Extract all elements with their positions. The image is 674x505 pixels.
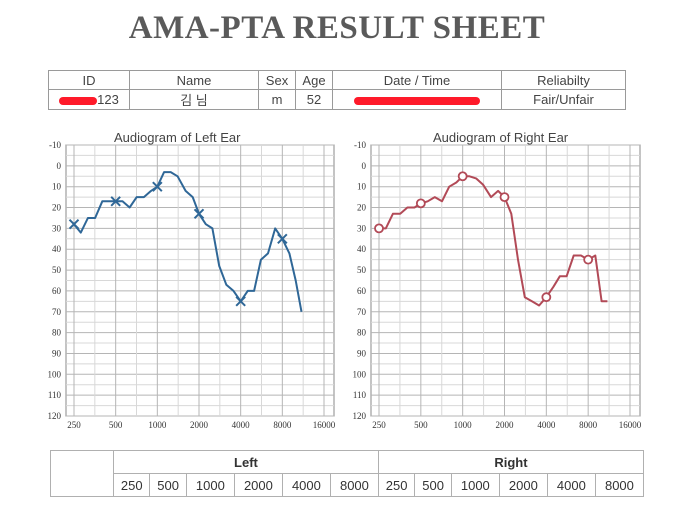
y-tick-label: -10	[354, 140, 366, 150]
results-group-row: Left Right	[50, 450, 645, 474]
results-table: Left Right 250 500 1000 2000 4000 8000 2…	[50, 450, 645, 497]
y-tick-label: 30	[52, 223, 62, 233]
y-tick-label: 40	[52, 244, 62, 254]
x-tick-label: 16000	[619, 420, 642, 430]
threshold-marker	[235, 296, 246, 307]
right-chart-title: Audiogram of Right Ear	[433, 130, 569, 145]
marker-stroke	[235, 296, 246, 307]
threshold-marker	[110, 196, 121, 207]
threshold-marker	[374, 223, 384, 234]
y-tick-label: 0	[57, 161, 62, 171]
y-tick-label: 80	[52, 328, 62, 338]
redaction-mark	[59, 96, 98, 105]
results-freq-cell: 250	[377, 473, 416, 497]
x-tick-label: 500	[109, 420, 123, 430]
y-tick-label: 50	[52, 265, 62, 275]
results-freq-cell: 4000	[546, 473, 596, 497]
y-tick-label: 20	[52, 203, 62, 213]
results-corner-cell	[50, 450, 114, 474]
x-tick-label: 2000	[496, 420, 515, 430]
marker-stroke	[152, 181, 163, 192]
marker-stroke	[110, 196, 121, 207]
id-visible-text: 123	[97, 92, 119, 107]
results-corner-cell	[50, 473, 114, 497]
results-freq-cell: 2000	[498, 473, 548, 497]
patient-info-table: ID Name Sex Age Date / Time Reliabilty 1…	[48, 70, 626, 110]
x-tick-label: 250	[372, 420, 386, 430]
x-tick-label: 2000	[190, 420, 209, 430]
results-freq-cell: 2000	[233, 473, 283, 497]
results-freq-cell: 500	[149, 473, 187, 497]
y-tick-label: 110	[48, 390, 62, 400]
marker-stroke	[193, 208, 205, 219]
y-tick-label: 40	[357, 244, 367, 254]
results-freq-cell: 8000	[594, 473, 645, 497]
hearing-threshold-line	[73, 171, 303, 312]
redaction-mark	[354, 96, 480, 105]
y-tick-label: -10	[49, 140, 61, 150]
threshold-marker	[499, 192, 510, 203]
y-tick-label: 50	[357, 265, 367, 275]
threshold-marker	[541, 292, 552, 303]
threshold-marker	[277, 233, 288, 245]
x-tick-label: 4000	[232, 420, 251, 430]
x-tick-label: 8000	[273, 420, 292, 430]
marker-stroke	[277, 233, 288, 245]
y-tick-label: 70	[357, 307, 367, 317]
x-tick-label: 250	[67, 420, 81, 430]
sheet-title: AMA-PTA RESULT SHEET	[128, 10, 546, 46]
y-tick-label: 70	[52, 307, 62, 317]
threshold-marker	[193, 208, 205, 219]
y-tick-label: 90	[52, 348, 62, 358]
results-freq-row: 250 500 1000 2000 4000 8000 250 500 1000…	[50, 473, 645, 497]
y-tick-label: 90	[357, 348, 367, 358]
threshold-marker	[68, 219, 80, 230]
left-chart-title: Audiogram of Left Ear	[114, 130, 241, 145]
threshold-marker	[152, 181, 163, 192]
y-tick-label: 10	[357, 182, 367, 192]
marker-stroke	[68, 219, 80, 230]
y-tick-label: 80	[357, 328, 367, 338]
results-left-label: Left	[113, 450, 379, 474]
x-tick-label: 1000	[454, 420, 473, 430]
threshold-marker	[583, 254, 594, 265]
y-tick-label: 20	[357, 203, 367, 213]
x-tick-label: 8000	[579, 420, 598, 430]
results-freq-cell: 250	[112, 473, 151, 497]
y-tick-label: 100	[353, 369, 367, 379]
threshold-marker	[415, 198, 426, 209]
y-tick-label: 60	[357, 286, 367, 296]
info-value-reliability: Fair/Unfair	[501, 89, 626, 110]
info-value-age: 52	[295, 89, 333, 110]
info-header-row: ID Name Sex Age Date / Time Reliabilty	[48, 70, 626, 90]
info-header-datetime: Date / Time	[332, 70, 502, 90]
results-freq-cell: 8000	[329, 473, 379, 497]
results-freq-cell: 500	[414, 473, 452, 497]
info-value-row: 123 김 님 m 52 Fair/Unfair	[48, 89, 626, 110]
x-tick-label: 500	[414, 420, 428, 430]
x-tick-label: 1000	[148, 420, 167, 430]
info-value-name: 김 님	[129, 89, 259, 110]
y-tick-label: 110	[353, 390, 367, 400]
y-tick-label: 100	[48, 369, 62, 379]
info-value-id: 123	[48, 89, 130, 110]
y-tick-label: 30	[357, 223, 367, 233]
y-tick-label: 0	[362, 161, 367, 171]
y-tick-label: 60	[52, 286, 62, 296]
results-freq-cell: 1000	[185, 473, 235, 497]
hearing-threshold-line	[379, 175, 608, 307]
y-tick-label: 10	[52, 182, 62, 192]
results-freq-cell: 4000	[281, 473, 331, 497]
x-tick-label: 4000	[537, 420, 556, 430]
results-freq-cell: 1000	[450, 473, 500, 497]
y-tick-label: 120	[353, 411, 367, 421]
threshold-marker	[457, 171, 468, 182]
name-visible-text: 김 님	[180, 93, 208, 108]
y-tick-label: 120	[48, 411, 62, 421]
results-right-label: Right	[377, 450, 645, 474]
x-tick-label: 16000	[313, 420, 336, 430]
